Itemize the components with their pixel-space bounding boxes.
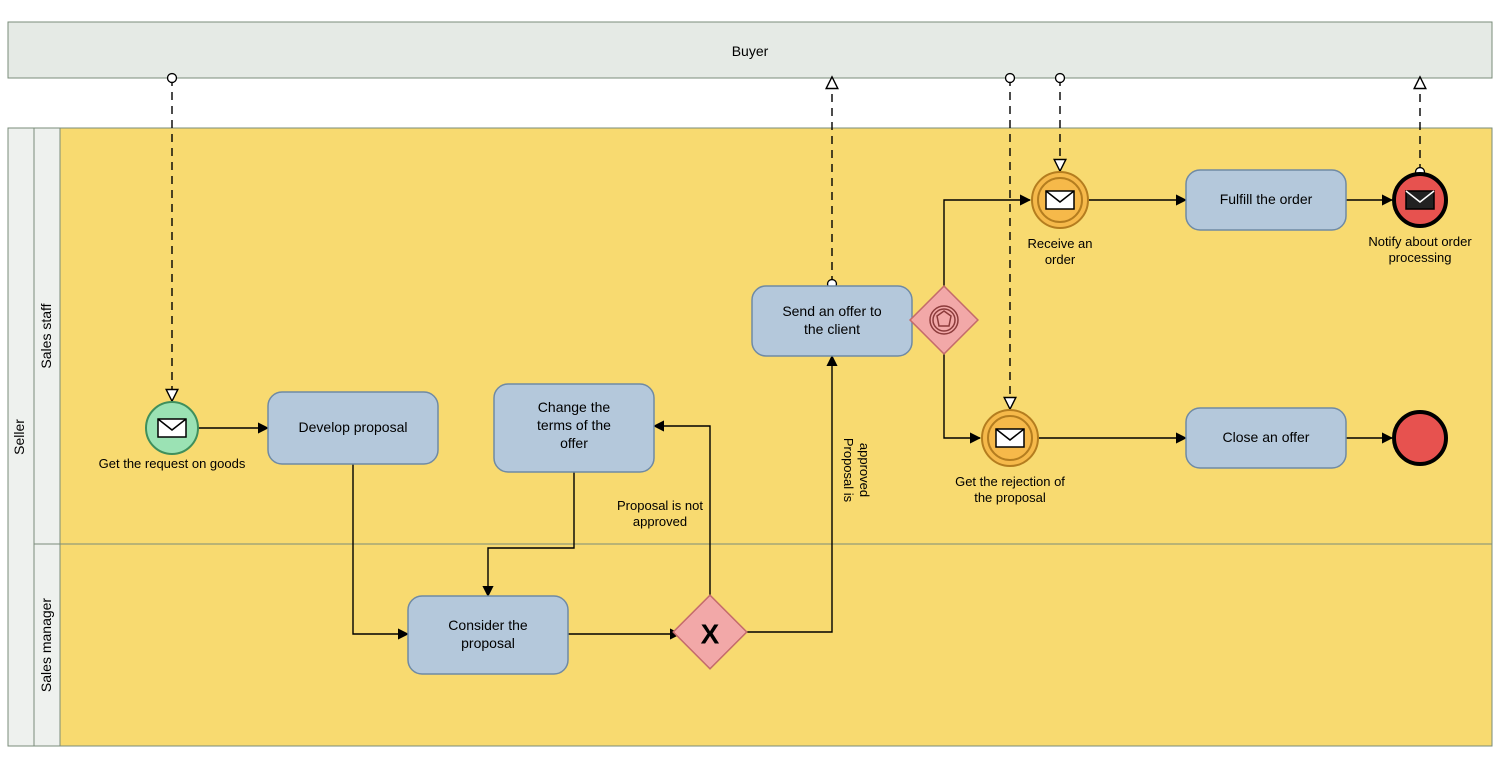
svg-text:Send an offer to: Send an offer to	[782, 303, 882, 319]
task-fulfill-order: Fulfill the order	[1186, 170, 1346, 230]
svg-text:Close an offer: Close an offer	[1223, 429, 1310, 445]
svg-text:Develop proposal: Develop proposal	[299, 419, 408, 435]
event-get-rejection-label2: the proposal	[974, 490, 1046, 505]
svg-text:offer: offer	[560, 435, 588, 451]
start-event-get-request	[146, 402, 198, 454]
svg-text:terms of the: terms of the	[537, 417, 611, 433]
event-receive-order	[1032, 172, 1088, 228]
event-receive-order-label1: Receive an	[1027, 236, 1092, 251]
event-get-rejection	[982, 410, 1038, 466]
lane-sales-manager-label: Sales manager	[38, 598, 54, 693]
label-proposal-not-approved-1: Proposal is not	[617, 498, 703, 513]
task-change-terms: Change the terms of the offer	[494, 384, 654, 472]
task-close-offer: Close an offer	[1186, 408, 1346, 468]
lane-sales-staff-label: Sales staff	[38, 303, 54, 368]
event-get-rejection-label1: Get the rejection of	[955, 474, 1065, 489]
label-proposal-approved-2: approved	[857, 443, 872, 497]
pool-buyer-label: Buyer	[732, 43, 769, 59]
end-event-close	[1394, 412, 1446, 464]
svg-text:Change the: Change the	[538, 399, 611, 415]
label-proposal-not-approved-2: approved	[633, 514, 687, 529]
end-event-notify-label2: processing	[1389, 250, 1452, 265]
event-receive-order-label2: order	[1045, 252, 1076, 267]
lane-sales-manager-body	[60, 544, 1492, 746]
svg-text:Consider the: Consider the	[448, 617, 528, 633]
svg-text:X: X	[701, 619, 720, 650]
task-develop-proposal: Develop proposal	[268, 392, 438, 464]
end-event-notify	[1394, 174, 1446, 226]
pool-seller-label: Seller	[11, 419, 27, 455]
label-proposal-approved-1: Proposal is	[841, 438, 856, 503]
task-send-offer: Send an offer to the client	[752, 286, 912, 356]
start-event-label: Get the request on goods	[99, 456, 246, 471]
svg-text:Fulfill the order: Fulfill the order	[1220, 191, 1313, 207]
end-event-notify-label1: Notify about order	[1368, 234, 1472, 249]
svg-text:proposal: proposal	[461, 635, 515, 651]
task-consider-proposal: Consider the proposal	[408, 596, 568, 674]
svg-text:the client: the client	[804, 321, 860, 337]
